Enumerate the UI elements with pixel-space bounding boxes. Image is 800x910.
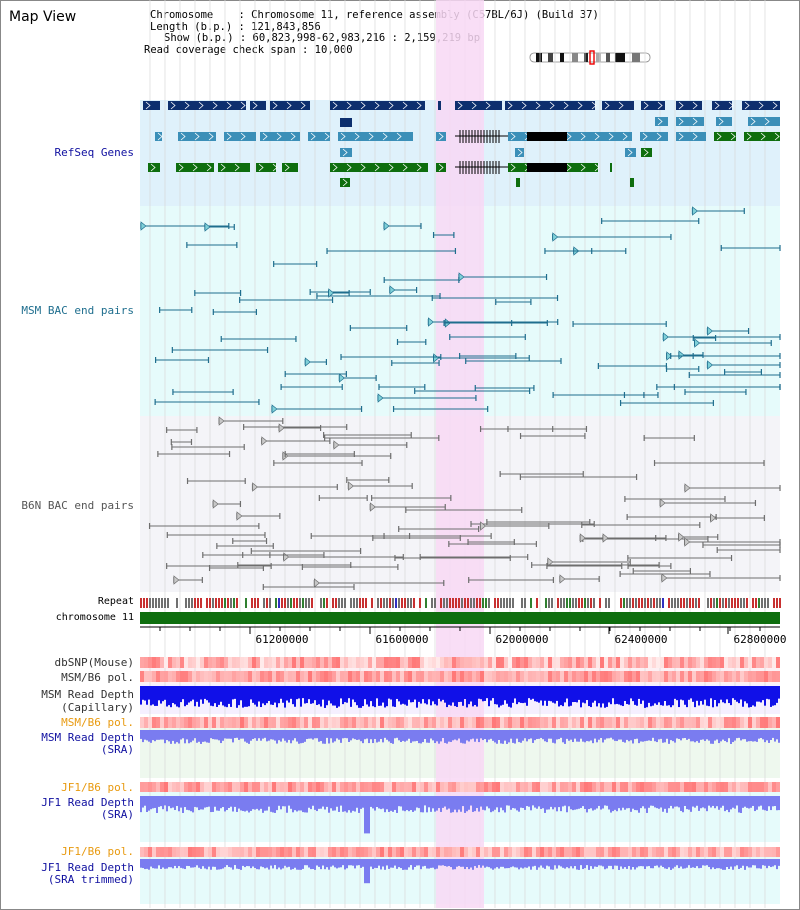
gene-block [340,178,350,187]
gene-block [676,117,704,126]
axis-tick-label: 61200000 [256,633,309,646]
b6n-bac-label[interactable]: B6N BAC end pairs [21,499,134,512]
coverage-line: Read coverage check span : 10,000 [144,43,353,56]
gene-block [218,163,250,172]
gene-block [742,101,780,110]
gene-block [308,132,330,141]
gene-block [176,163,214,172]
gene-block [676,132,706,141]
gene-block [270,101,310,110]
gene-block [630,178,634,187]
gene-block [640,132,668,141]
jf1-depth-sub-1: (SRA) [100,808,134,821]
gene-block [676,101,702,110]
gene-block [744,132,780,141]
gene-block [641,101,665,110]
jf1-depth-label-2[interactable]: JF1 Read Depth [41,861,134,874]
gene-block [508,132,632,141]
gene-block [338,132,413,141]
gene-block [625,148,636,157]
axis-tick-label: 62400000 [615,633,668,646]
msm-pol-label[interactable]: MSM/B6 pol. [61,671,134,684]
msm-depth-cap-label[interactable]: MSM Read Depth [41,688,134,701]
track-features [140,101,781,590]
repeat-track [140,598,781,608]
gene-block [282,163,298,172]
gene-block [641,148,652,157]
msm-pol-sra-label[interactable]: MSM/B6 pol. [61,716,134,729]
msm-depth-sra-label[interactable]: MSM Read Depth [41,731,134,744]
heat-tracks [140,657,780,857]
length-line: Length (b.p.) : 121,843,856 [150,20,321,33]
jf1-pol-label-2[interactable]: JF1/B6 pol. [61,845,134,858]
gene-block [516,178,520,187]
gene-exon [527,132,567,141]
jf1-pol-label-1[interactable]: JF1/B6 pol. [61,781,134,794]
gene-block [714,132,736,141]
dbsnp-label[interactable]: dbSNP(Mouse) [54,656,134,669]
chromosome-ideogram[interactable] [529,50,651,65]
axis-tick-label: 62800000 [734,633,787,646]
chromosome-bar [140,612,780,624]
position-axis: 61200000 61600000 62000000 62400000 62800000 [159,627,787,646]
repeat-label: Repeat [97,596,134,607]
gene-block [602,101,634,110]
gene-block [143,101,160,110]
axis-tick-label: 61600000 [376,633,429,646]
msm-bac-label[interactable]: MSM BAC end pairs [21,304,134,317]
gene-block [260,132,300,141]
gene-block [438,101,441,110]
gene-block [748,117,780,126]
gene-block [515,148,524,157]
gene-block [340,148,352,157]
gene-block [716,117,732,126]
gene-block [168,101,246,110]
chromosome-info: Chromosome : Chromosome 11, reference as… [144,9,599,56]
gene-block [256,163,276,172]
depth-tracks [140,686,780,884]
gene-block [224,132,256,141]
chromosome-label: chromosome 11 [55,612,134,623]
view-position-marker [589,50,595,65]
gene-block [178,132,216,141]
gene-block [455,101,502,110]
page-title: Map View [9,9,77,25]
gene-block [610,163,612,172]
highlight-region[interactable] [436,0,484,908]
refseq-genes-label[interactable]: RefSeq Genes [54,146,134,159]
jf1-depth-label-1[interactable]: JF1 Read Depth [41,796,134,809]
gene-block [340,118,352,127]
axis-tick-label: 62000000 [496,633,549,646]
msm-depth-cap-sub: (Capillary) [61,701,134,714]
gene-block [330,101,425,110]
gene-block [436,163,446,172]
gene-block [148,163,160,172]
gene-block [712,101,732,110]
gene-block [250,101,266,110]
msm-depth-sra-sub: (SRA) [100,743,134,756]
gene-block [436,132,446,141]
gene-block [155,132,162,141]
gene-block [505,101,595,110]
gene-exon [527,163,567,172]
jf1-depth-sub-2: (SRA trimmed) [47,873,134,886]
